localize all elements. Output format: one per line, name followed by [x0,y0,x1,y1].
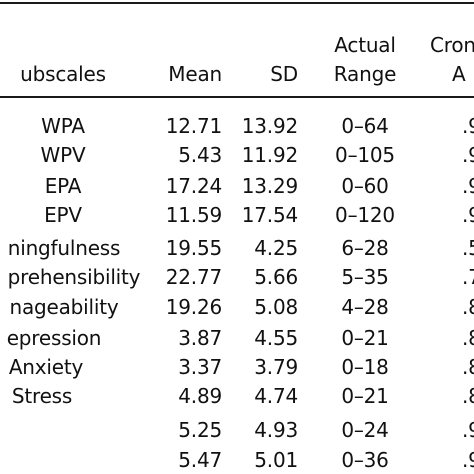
row-sd: 4.93 [254,418,298,442]
row-sd: 17.54 [241,203,298,227]
row-mean: 5.43 [178,143,222,167]
table-top-rule [0,2,474,4]
row-subscale: EPA [44,174,82,198]
row-sd: 13.92 [241,114,298,138]
row-subscale: prehensibility [7,265,141,289]
row-subscale: EPV [44,203,82,227]
row-subscale: epression [6,326,102,350]
row-mean: 19.26 [165,295,222,319]
header-sd: SD [270,62,298,86]
header-cron-line2: A [452,62,466,86]
row-subscale: Stress [11,384,73,408]
header-mean: Mean [168,62,222,86]
row-range: 0–105 [335,143,395,167]
row-sd: 5.01 [254,448,298,472]
row-range: 0–21 [341,326,389,350]
row-mean: 3.37 [178,355,222,379]
row-mean: 17.24 [165,174,222,198]
row-sd: 4.74 [254,384,298,408]
row-subscale: ningfulness [7,236,121,260]
header-rule [0,96,474,98]
row-mean: 19.55 [165,236,222,260]
row-mean: 22.77 [165,265,222,289]
row-cronbach: .9 [462,114,474,138]
row-mean: 4.89 [178,384,222,408]
header-subscales: ubscales [20,62,106,86]
row-sd: 11.92 [241,143,298,167]
row-range: 0–60 [341,174,389,198]
row-cronbach: .9 [462,203,474,227]
row-sd: 5.08 [254,295,298,319]
header-cron-line1: Cron [430,33,474,57]
row-mean: 5.25 [178,418,222,442]
row-cronbach: .7 [462,265,474,289]
row-subscale: WPA [41,114,85,138]
row-sd: 3.79 [254,355,298,379]
row-range: 5–35 [341,265,389,289]
row-subscale: Anxiety [8,355,84,379]
row-cronbach: .9 [462,448,474,472]
header-range-line1: Actual [334,33,396,57]
row-cronbach: .8 [462,384,474,408]
row-range: 0–24 [341,418,389,442]
row-range: 0–36 [341,448,389,472]
row-range: 0–21 [341,384,389,408]
row-range: 0–64 [341,114,389,138]
row-cronbach: .8 [462,295,474,319]
row-cronbach: .9 [462,418,474,442]
row-cronbach: .5 [462,236,474,260]
row-cronbach: .8 [462,355,474,379]
row-range: 6–28 [341,236,389,260]
row-subscale: nageability [9,295,119,319]
header-range-line2: Range [333,62,397,86]
row-subscale: WPV [40,143,86,167]
row-mean: 11.59 [165,203,222,227]
row-mean: 3.87 [178,326,222,350]
row-mean: 5.47 [178,448,222,472]
row-cronbach: .9 [462,143,474,167]
row-mean: 12.71 [165,114,222,138]
row-sd: 4.55 [254,326,298,350]
row-sd: 4.25 [254,236,298,260]
row-sd: 5.66 [254,265,298,289]
row-cronbach: .8 [462,326,474,350]
row-sd: 13.29 [241,174,298,198]
row-range: 0–18 [341,355,389,379]
row-cronbach: .9 [462,174,474,198]
row-range: 0–120 [335,203,395,227]
row-range: 4–28 [341,295,389,319]
